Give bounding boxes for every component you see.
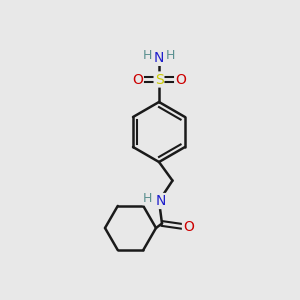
- Text: H: H: [166, 49, 175, 62]
- Text: H: H: [143, 191, 152, 205]
- Text: S: S: [154, 73, 164, 86]
- Text: O: O: [175, 73, 186, 86]
- Text: O: O: [183, 220, 194, 233]
- Text: H: H: [143, 49, 152, 62]
- Text: N: N: [154, 51, 164, 65]
- Text: O: O: [132, 73, 143, 86]
- Text: N: N: [155, 194, 166, 208]
